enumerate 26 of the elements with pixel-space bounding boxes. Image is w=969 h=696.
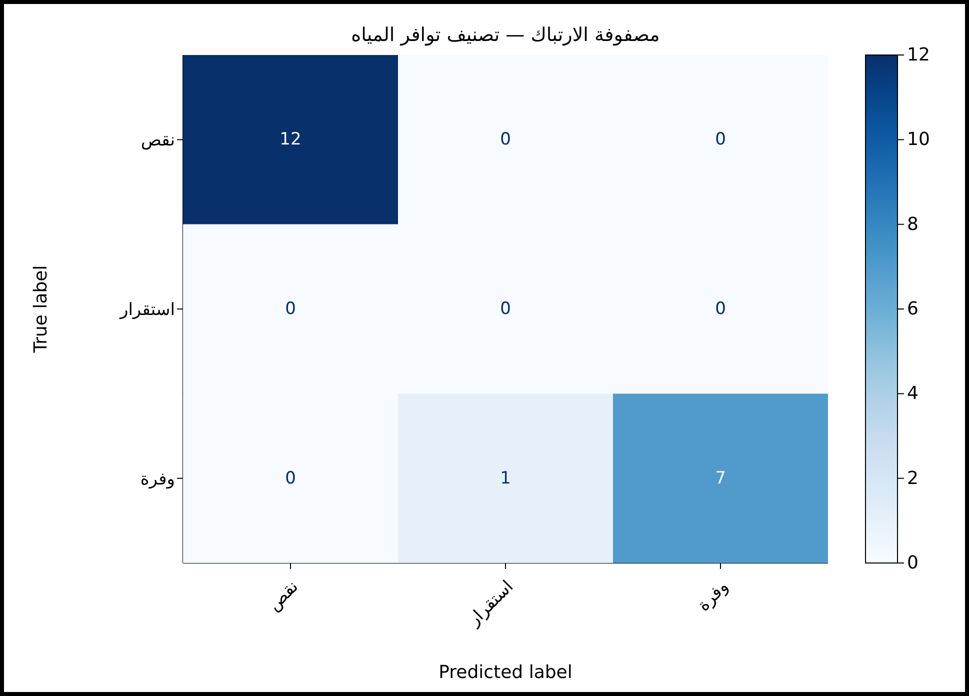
- data-label: 12: [280, 130, 302, 150]
- color-bar-label: 6: [907, 298, 918, 320]
- y-tick-label: استقرار: [118, 300, 175, 320]
- color-bar-label: 2: [907, 468, 918, 489]
- data-label: 0: [285, 299, 296, 319]
- x-tick-label: استقرار: [464, 576, 518, 631]
- y-tick-label: نقص: [140, 130, 175, 151]
- chart-title: مصفوفة الارتباك — تصنيف توافر المياه: [350, 24, 661, 46]
- data-label: 1: [500, 468, 511, 488]
- data-label: 0: [715, 130, 726, 150]
- color-bar-label: 0: [907, 552, 918, 574]
- color-bar-label: 4: [907, 383, 918, 404]
- data-label: 0: [500, 299, 511, 319]
- data-label: 0: [500, 130, 511, 150]
- colorbar-legend: 0 2 4 6 8 10 12: [865, 45, 955, 573]
- color-bar-label: 8: [907, 214, 918, 235]
- y-axis-title: True label: [30, 265, 52, 354]
- color-bar-label: 12: [907, 44, 930, 66]
- color-bar-label: 10: [907, 129, 930, 150]
- data-label: 0: [715, 299, 726, 319]
- data-label: 0: [285, 468, 296, 488]
- data-label: 7: [715, 468, 726, 488]
- y-tick-label: وفرة: [140, 469, 175, 490]
- x-tick-label: وفرة: [694, 576, 733, 616]
- x-axis-title: Predicted label: [438, 662, 572, 683]
- x-tick-label: نقص: [264, 576, 303, 616]
